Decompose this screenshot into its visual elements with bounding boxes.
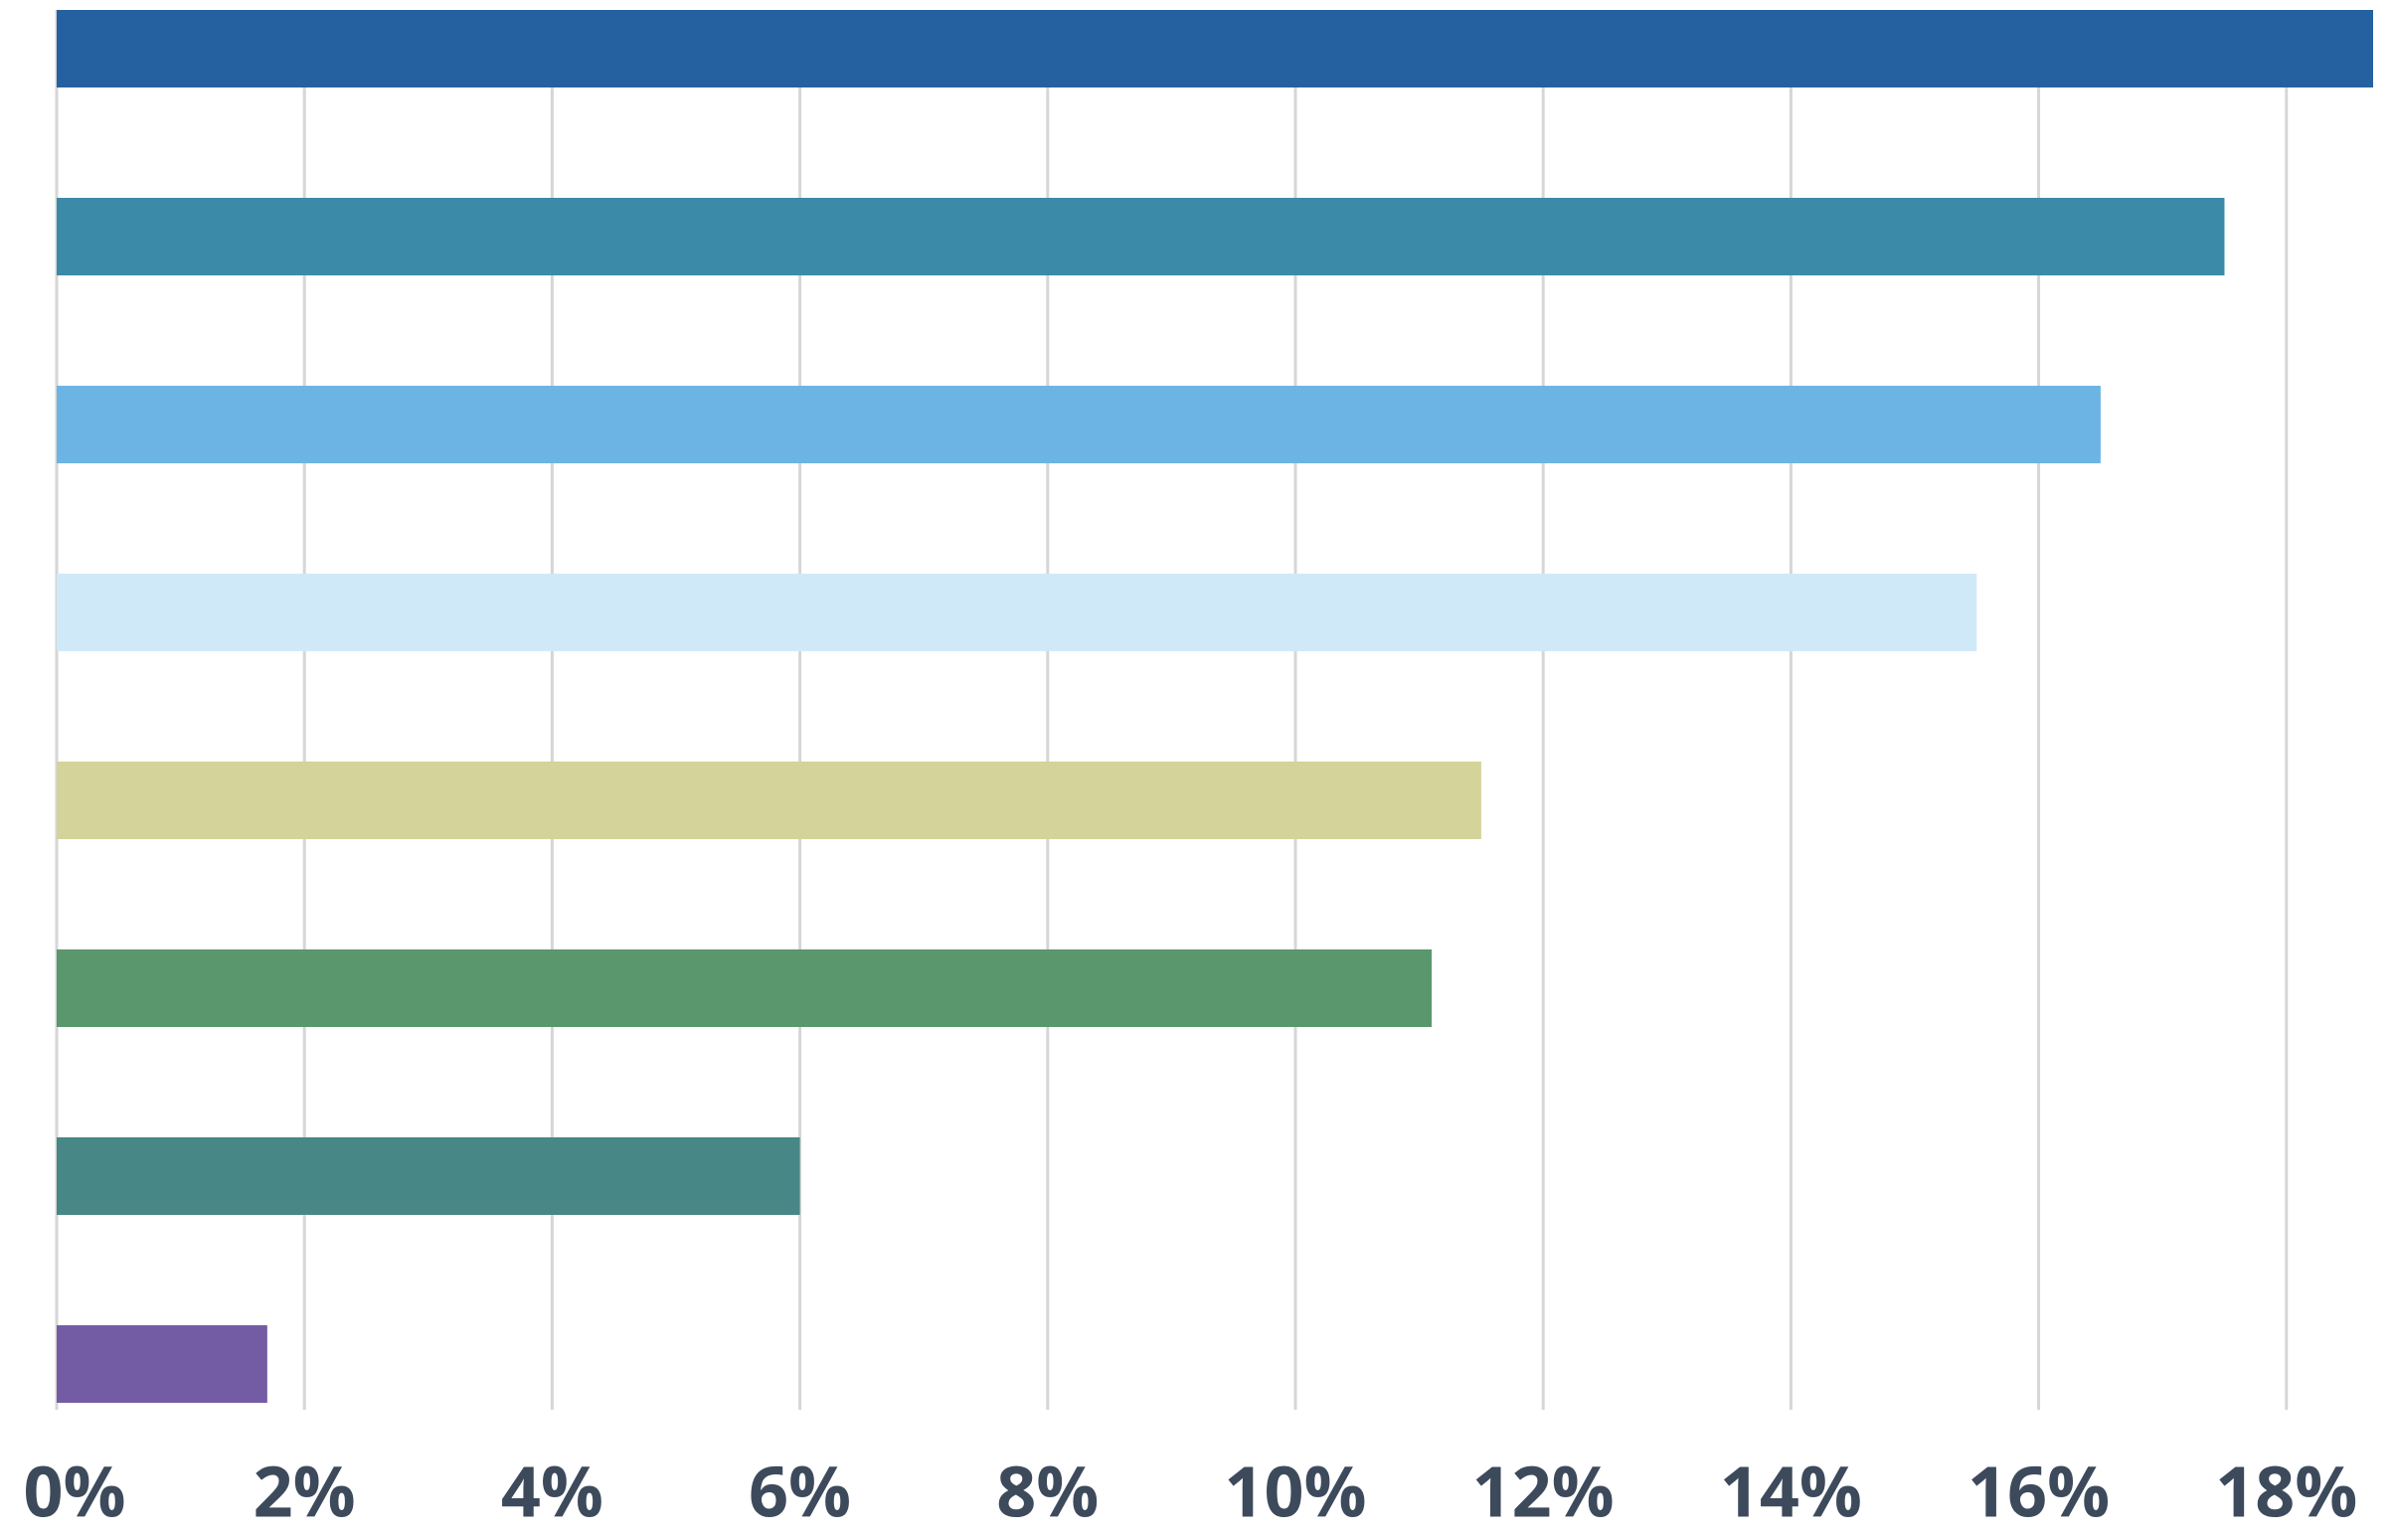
x-tick-label: 8% [996,1443,1099,1538]
x-tick-label: 18% [2215,1443,2357,1538]
bar [57,198,2225,275]
bar [57,574,1977,651]
x-tick-label: 16% [1967,1443,2110,1538]
x-tick-label: 4% [501,1443,603,1538]
bar [57,386,2101,463]
x-tick-label: 6% [749,1443,851,1538]
bar [57,1137,800,1215]
bar [57,10,2373,87]
x-tick-label: 10% [1224,1443,1366,1538]
bar [57,1325,267,1403]
bar [57,762,1481,839]
x-tick-label: 0% [23,1443,125,1538]
x-tick-label: 14% [1720,1443,1862,1538]
x-tick-label: 2% [254,1443,356,1538]
x-tick-label: 12% [1472,1443,1615,1538]
bar [57,949,1433,1027]
